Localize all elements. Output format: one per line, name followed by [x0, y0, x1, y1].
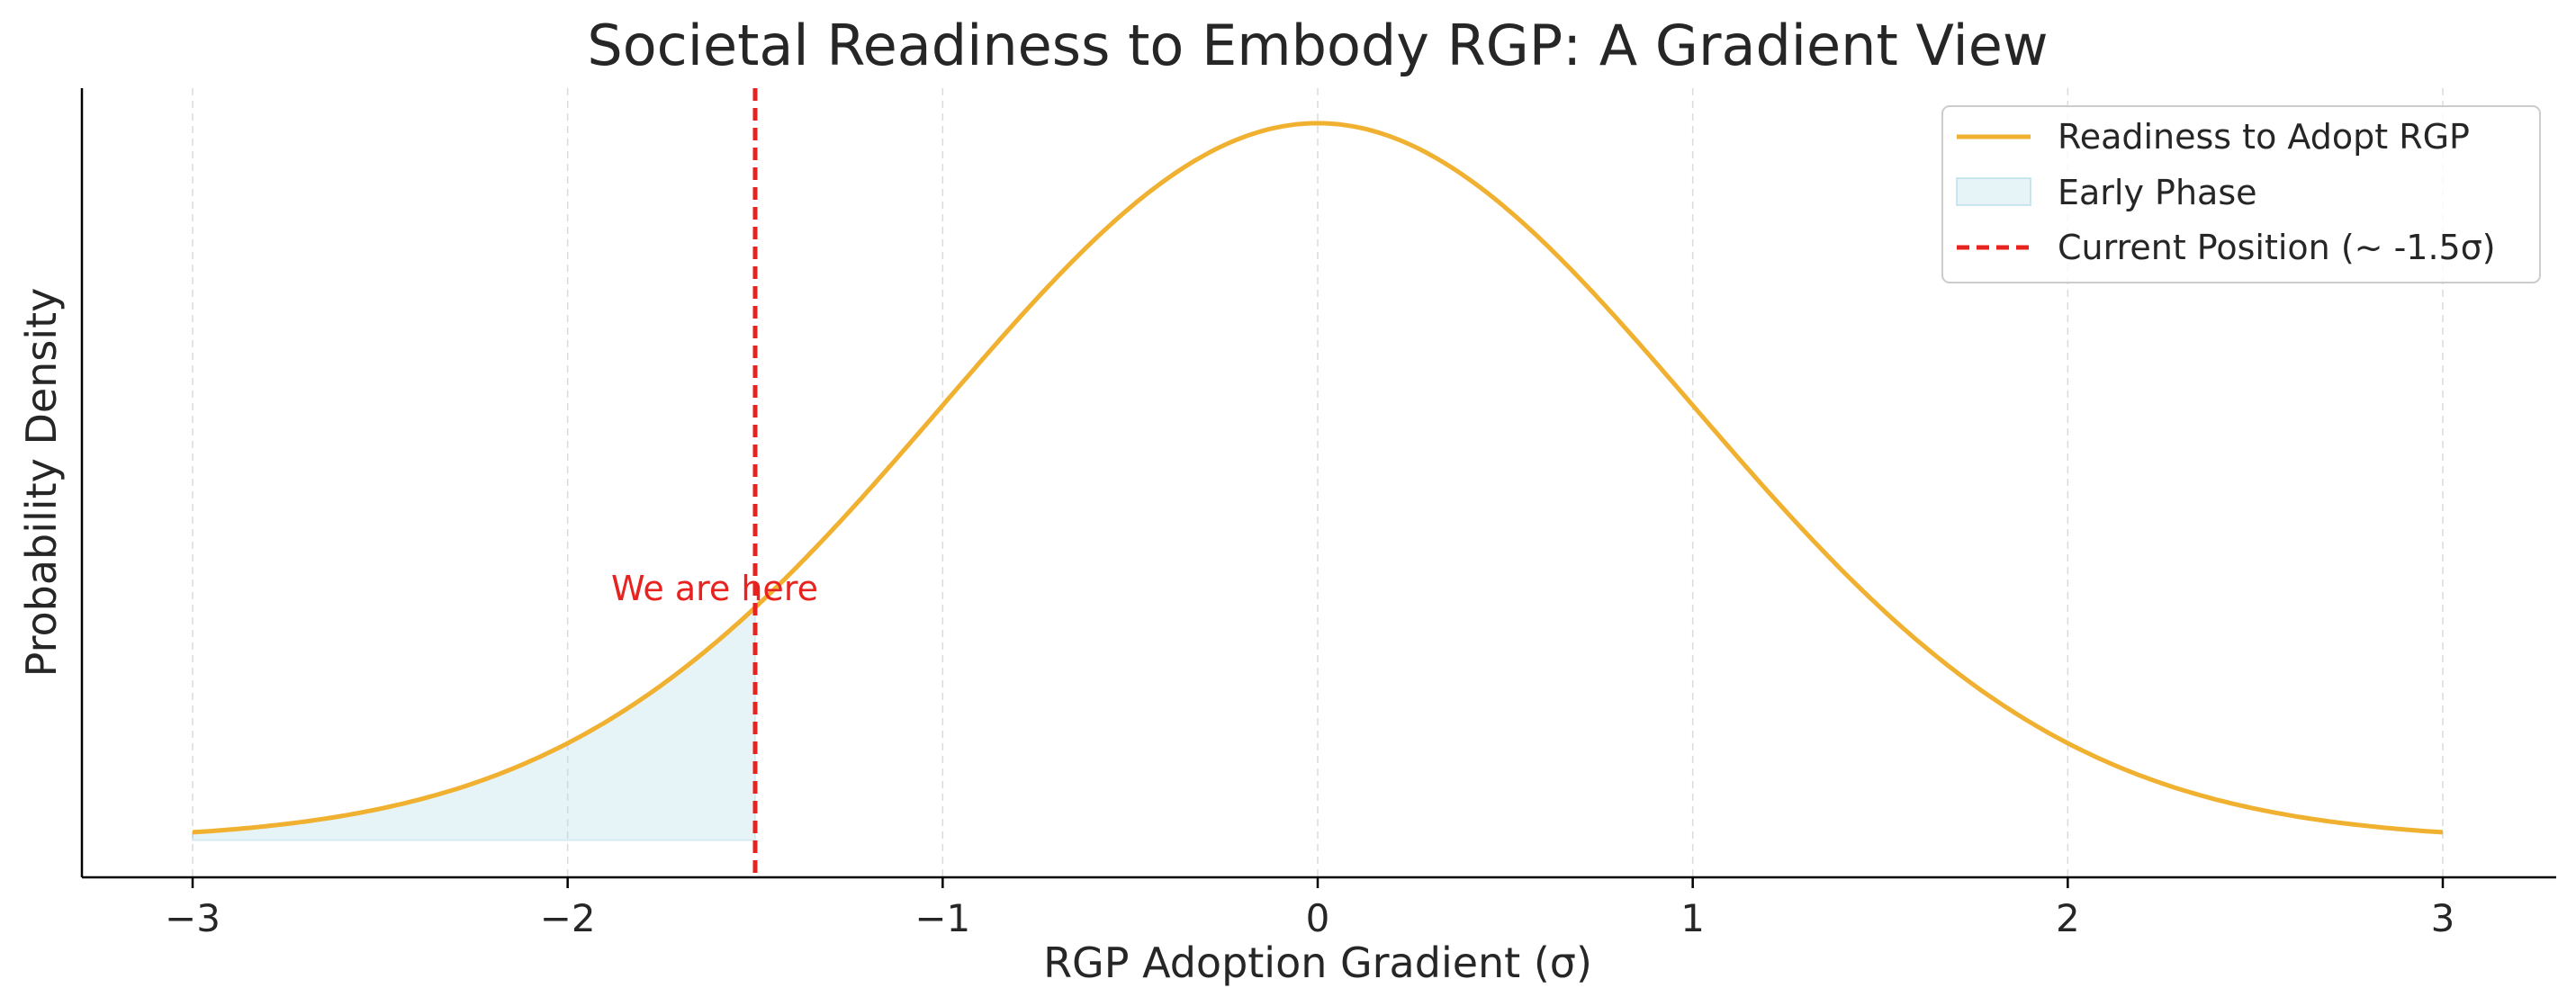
x-tick-label-3: 3: [2431, 896, 2455, 940]
readiness-point: [1503, 205, 1508, 210]
readiness-point: [1878, 606, 1883, 610]
readiness-point: [2441, 831, 2445, 835]
readiness-point: [1316, 121, 1320, 126]
early-phase-area-layer: [192, 605, 756, 841]
readiness-point: [1784, 510, 1788, 515]
early-phase-area: [192, 605, 756, 841]
x-tick-label-2: 2: [2056, 896, 2080, 940]
readiness-line: [192, 121, 2444, 835]
chart-title: Societal Readiness to Embody RGP: A Grad…: [587, 13, 2048, 78]
readiness-point: [2159, 781, 2164, 786]
x-axis-label: RGP Adoption Gradient (σ): [1043, 939, 1592, 987]
readiness-point: [2346, 822, 2351, 826]
x-tick-label--3: −3: [165, 896, 221, 940]
readiness-point: [1034, 297, 1039, 301]
readiness-point: [1690, 403, 1695, 408]
readiness-point: [284, 822, 289, 826]
x-tick-label--2: −2: [540, 896, 596, 940]
readiness-point: [472, 781, 476, 786]
y-axis-label: Probability Density: [17, 288, 66, 678]
readiness-point: [1128, 205, 1132, 210]
readiness-point: [941, 403, 945, 408]
readiness-point: [847, 510, 851, 515]
x-ticks: −3 −2 −1 0 1 2 3: [165, 877, 2454, 940]
readiness-point: [2066, 741, 2070, 745]
legend-label-current-position: Current Position (~ -1.5σ): [2058, 228, 2496, 267]
readiness-point: [659, 683, 663, 687]
annotation-we-are-here: We are here: [611, 569, 818, 608]
readiness-point: [1410, 143, 1414, 148]
readiness-point: [1597, 297, 1601, 301]
legend-frame: [1941, 105, 2541, 283]
x-tick-label-1: 1: [1680, 896, 1705, 940]
readiness-point: [565, 741, 570, 745]
legend: Readiness to Adopt RGP Early Phase Curre…: [1941, 105, 2541, 283]
x-tick-label-0: 0: [1306, 896, 1330, 940]
legend-label-readiness: Readiness to Adopt RGP: [2058, 117, 2470, 157]
readiness-point: [1221, 143, 1226, 148]
legend-swatch-area: [1956, 177, 2031, 206]
legend-label-early-phase: Early Phase: [2058, 173, 2257, 212]
readiness-line-layer: [191, 121, 2445, 835]
readiness-point: [1972, 683, 1977, 687]
readiness-point: [378, 806, 383, 811]
readiness-point: [2253, 806, 2257, 811]
readiness-point: [191, 831, 195, 835]
x-tick-label--1: −1: [914, 896, 970, 940]
